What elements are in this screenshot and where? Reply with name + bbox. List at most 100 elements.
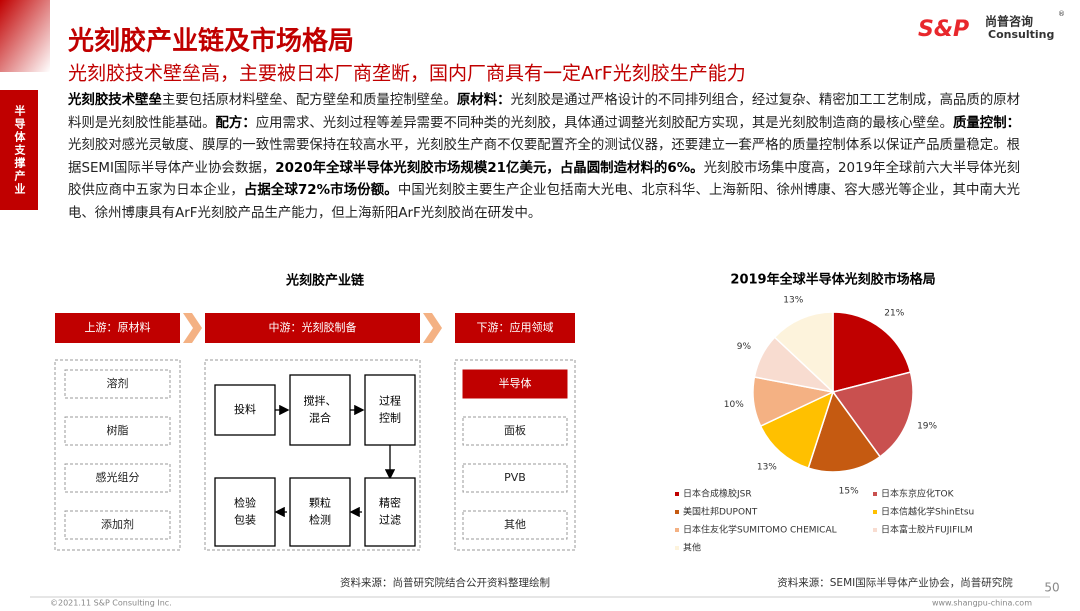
- legend-label: 其他: [683, 542, 701, 554]
- sidebar-tab: 半导体支撑产业: [0, 90, 38, 210]
- process-node: [214, 384, 276, 436]
- process-node: [364, 477, 416, 547]
- logo-mark: ®: [1058, 10, 1065, 18]
- process-label: 混合: [309, 411, 331, 425]
- process-label: 包装: [234, 514, 256, 527]
- downstream-label: PVB: [504, 471, 526, 484]
- corner-decoration: [0, 0, 50, 72]
- text: 主要包括原材料壁垒、配方壁垒和质量控制壁垒。: [161, 93, 457, 108]
- process-label: 投料: [234, 402, 256, 416]
- process-label: 过程: [379, 395, 401, 408]
- downstream-label: 半导体: [499, 376, 532, 390]
- legend-swatch: [873, 528, 877, 532]
- slide-subtitle: 光刻胶技术壁垒高，主要被日本厂商垄断，国内厂商具有一定ArF光刻胶生产能力: [68, 63, 746, 85]
- stage-label: 下游：应用领域: [477, 320, 554, 334]
- process-node: [214, 477, 276, 547]
- body-paragraph: 光刻胶技术壁垒主要包括原材料壁垒、配方壁垒和质量控制壁垒。原材料：光刻胶是通过严…: [68, 90, 1020, 226]
- upstream-label: 添加剂: [101, 517, 134, 531]
- copyright: ©2021.11 S&P Consulting Inc.: [50, 599, 172, 608]
- upstream-box: [64, 463, 171, 493]
- legend-label: 日本合成橡胶JSR: [683, 488, 752, 500]
- bold-text: 光刻胶技术壁垒: [68, 93, 162, 108]
- stage-label: 上游：原材料: [85, 320, 151, 334]
- legend-label: 日本东京应化TOK: [881, 488, 955, 500]
- slice-label: 13%: [783, 296, 803, 306]
- stage-label: 中游：光刻胶制备: [269, 320, 357, 334]
- text: 光刻胶是通过严格设计的不同排列组合，经过复杂、精密加工工艺制成，高品质的原材料则…: [68, 93, 1021, 131]
- downstream-label: 面板: [504, 423, 526, 437]
- logo-cn: 尚普咨询: [985, 14, 1033, 29]
- diagram-title: 光刻胶产业链: [285, 273, 365, 289]
- upstream-label: 树脂: [107, 423, 129, 437]
- stage-arrow: [183, 313, 202, 343]
- pie-slice: [773, 311, 834, 394]
- pie-slice: [831, 371, 914, 458]
- midstream-frame: [204, 359, 421, 551]
- legend-label: 美国杜邦DUPONT: [683, 506, 758, 518]
- page-number: 50: [1044, 581, 1059, 595]
- process-label: 检测: [309, 513, 331, 527]
- bold-text: 质量控制：: [952, 115, 1021, 131]
- bold-text: 原材料：: [456, 93, 511, 108]
- diagram-source: 资料来源：尚普研究院结合公开资料整理绘制: [340, 576, 550, 589]
- legend-swatch: [675, 510, 679, 514]
- process-node: [364, 374, 416, 446]
- downstream-box: [462, 463, 568, 493]
- logo-brand: S&P: [918, 17, 969, 42]
- slide-title: 光刻胶产业链及市场格局: [67, 26, 354, 57]
- pie-slice: [832, 311, 912, 393]
- process-label: 检验: [234, 496, 256, 510]
- process-label: 过滤: [379, 514, 401, 527]
- stage-header: [55, 313, 180, 343]
- legend-swatch: [675, 492, 679, 496]
- upstream-label: 感光组分: [96, 470, 140, 484]
- website: www.shangpu-china.com: [932, 599, 1032, 608]
- legend-label: 日本富士胶片FUJIFILM: [881, 524, 973, 536]
- slice-label: 15%: [839, 486, 859, 496]
- legend-swatch: [675, 528, 679, 532]
- downstream-box: [462, 369, 568, 399]
- legend-label: 日本住友化学SUMITOMO CHEMICAL: [683, 524, 837, 536]
- process-label: 搅拌、: [304, 394, 337, 408]
- upstream-box: [64, 510, 171, 540]
- downstream-frame: [454, 359, 576, 551]
- text: 应用需求、光刻过程等差异需要不同种类的光刻胶，具体通过调整光刻胶配方实现，其是光…: [255, 115, 953, 131]
- upstream-box: [64, 416, 171, 446]
- process-node: [289, 374, 351, 446]
- upstream-label: 溶剂: [107, 376, 129, 390]
- process-label: 精密: [379, 496, 401, 510]
- chart-title: 2019年全球半导体光刻胶市场格局: [730, 272, 935, 288]
- text: 中国光刻胶主要生产企业包括南大光电、北京科华、上海新阳、徐州博康、容大感光等企业…: [68, 183, 1020, 221]
- stage-header: [205, 313, 420, 343]
- logo-en: Consulting: [988, 28, 1054, 41]
- upstream-frame: [54, 359, 181, 551]
- process-arrows: [274, 404, 396, 518]
- downstream-box: [462, 510, 568, 540]
- downstream-label: 其他: [504, 518, 526, 531]
- bold-text: 占据全球72%市场份额。: [243, 183, 398, 199]
- stage-arrow: [423, 313, 442, 343]
- legend-swatch: [675, 546, 679, 550]
- process-node: [289, 477, 351, 547]
- legend-swatch: [873, 510, 877, 514]
- text: 光刻胶对感光灵敏度、膜厚的一致性需要保持在较高水平，光刻胶生产商不仅要配置齐全的…: [68, 138, 1020, 176]
- downstream-box: [462, 416, 568, 446]
- text: 光刻胶市场集中度高，2019年全球前六大半导体光刻胶供应商中五家为日本企业，: [68, 160, 1020, 199]
- chart-source: 资料来源：SEMI国际半导体产业协会，尚普研究院: [777, 576, 1013, 589]
- legend-swatch: [873, 492, 877, 496]
- bold-text: 配方：: [215, 115, 256, 131]
- pie-slice: [759, 390, 835, 470]
- slice-label: 9%: [737, 342, 752, 352]
- bold-text: 2020年全球半导体光刻胶市场规模21亿美元，占晶圆制造材料的6%。: [275, 160, 704, 176]
- stage-header: [455, 313, 575, 343]
- pie-slice: [807, 390, 882, 473]
- slice-label: 13%: [757, 463, 777, 473]
- slice-label: 21%: [884, 308, 904, 318]
- legend-label: 日本信越化学ShinEtsu: [881, 506, 974, 518]
- process-label: 颗粒: [309, 496, 331, 510]
- upstream-box: [64, 369, 171, 399]
- process-label: 控制: [379, 411, 401, 425]
- slice-label: 19%: [917, 421, 937, 431]
